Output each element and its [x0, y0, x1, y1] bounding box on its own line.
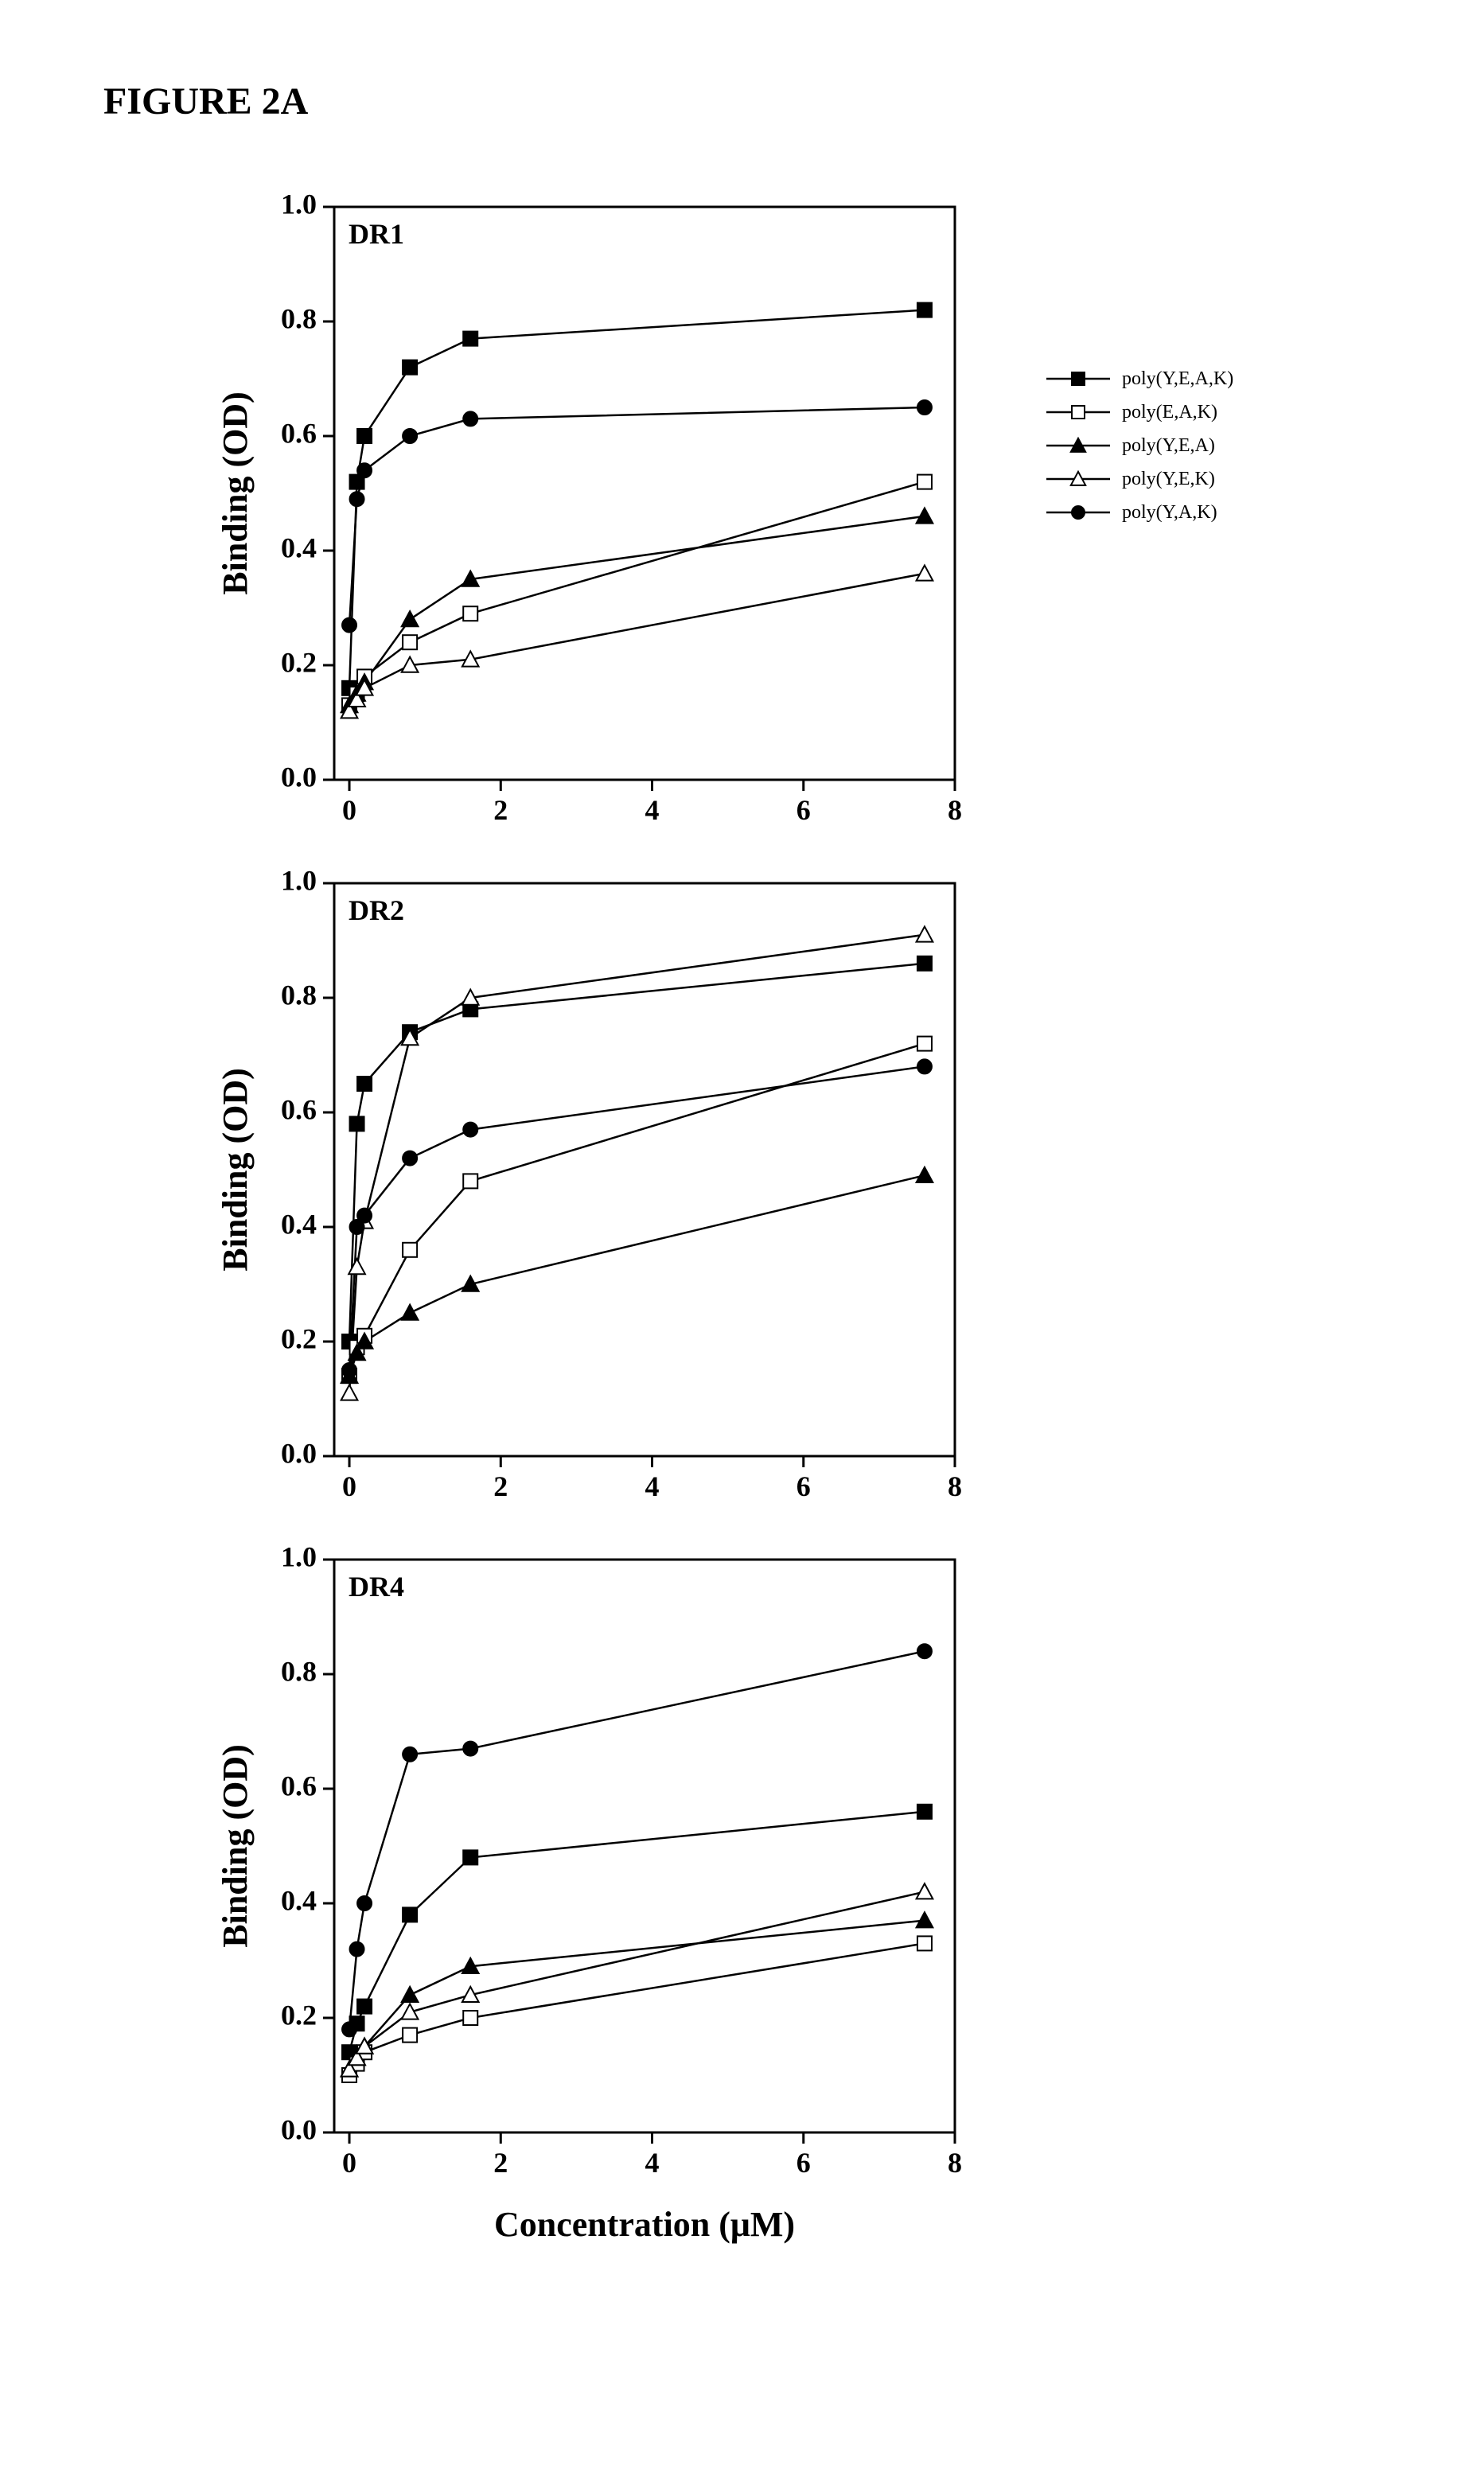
- ytick-label: 0.2: [281, 1999, 317, 2031]
- ytick-label: 0.8: [281, 302, 317, 334]
- panel-title: DR2: [349, 894, 404, 926]
- ytick-label: 0.8: [281, 979, 317, 1011]
- legend: poly(Y,E,A,K) poly(E,A,K) poly(Y,E,A) po…: [1042, 362, 1233, 529]
- series-line-yeak: [349, 310, 925, 688]
- xtick-label: 2: [493, 2147, 508, 2179]
- xtick-label: 2: [493, 1470, 508, 1502]
- series-line-yak: [349, 407, 925, 625]
- ytick-label: 0.4: [281, 1884, 317, 1916]
- series-line-yeak: [349, 1812, 925, 2052]
- series-line-yea: [349, 516, 925, 706]
- xtick-label: 8: [948, 794, 962, 826]
- series-line-eak: [349, 482, 925, 706]
- chart-panel-stack: 0.00.20.40.60.81.002468Binding (OD)DR10.…: [207, 191, 971, 2220]
- legend-item: poly(Y,A,K): [1042, 496, 1233, 529]
- chart-panel-dr1: 0.0 0.2 0.4 0.6 0.8 1.0 0 2 4 6 8 Binding (OD) DR1: [207, 191, 971, 843]
- ytick-label: 0.8: [281, 1655, 317, 1687]
- xtick-label: 4: [645, 1470, 660, 1502]
- xtick-label: 0: [342, 794, 356, 826]
- xtick-label: 8: [948, 1470, 962, 1502]
- ytick-label: 0.2: [281, 1322, 317, 1354]
- yaxis-label: Binding (OD): [216, 391, 255, 595]
- legend-label: poly(Y,E,A,K): [1114, 368, 1233, 390]
- series-line-eak: [349, 1044, 925, 1377]
- ytick-label: 0.0: [281, 2113, 317, 2145]
- legend-marker-icon: [1042, 400, 1114, 424]
- legend-marker-icon: [1042, 367, 1114, 391]
- series-markers: [341, 303, 933, 719]
- yaxis-label: Binding (OD): [216, 1744, 255, 1948]
- series-line-yea: [349, 1175, 925, 1376]
- series-line-eak: [349, 1943, 925, 2075]
- ytick-label: 0.4: [281, 532, 317, 563]
- ytick-label: 0.6: [281, 417, 317, 449]
- series-markers: [341, 1644, 933, 2082]
- xtick-label: 0: [342, 1470, 356, 1502]
- series-markers: [341, 926, 933, 1400]
- legend-marker-icon: [1042, 467, 1114, 491]
- xtick-label: 0: [342, 2147, 356, 2179]
- legend-item: poly(Y,E,A,K): [1042, 362, 1233, 395]
- xtick-label: 6: [797, 794, 811, 826]
- ytick-label: 0.4: [281, 1208, 317, 1240]
- legend-item: poly(Y,E,K): [1042, 462, 1233, 496]
- legend-label: poly(E,A,K): [1114, 402, 1217, 423]
- xaxis-label: Concentration (μM): [485, 2204, 804, 2245]
- series-line-yek: [349, 574, 925, 711]
- chart-panel: 0.0 0.2 0.4 0.6 0.8 1.0 0 2 4 6 8 Binding (OD) DR1: [207, 191, 971, 843]
- axis-box: [334, 1560, 955, 2132]
- ytick-label: 0.0: [281, 761, 317, 793]
- ytick-label: 0.2: [281, 646, 317, 678]
- legend-item: poly(E,A,K): [1042, 395, 1233, 429]
- ytick-label: 1.0: [281, 867, 317, 896]
- ytick-label: 0.0: [281, 1437, 317, 1469]
- axis-box: [334, 207, 955, 780]
- series-line-yek: [349, 1892, 925, 2070]
- xtick-label: 8: [948, 2147, 962, 2179]
- figure-title: FIGURE 2A: [103, 80, 308, 123]
- chart-panel: 0.0 0.2 0.4 0.6 0.8 1.0 0 2 4 6 8 Binding (OD) DR4: [207, 1544, 971, 2196]
- legend-label: poly(Y,E,K): [1114, 469, 1215, 490]
- ytick-label: 1.0: [281, 1544, 317, 1572]
- page-root: FIGURE 2A 0.0 0.2 0.4 0.6 0.8 1.0 0 2 4 6 8 Binding…: [0, 0, 1484, 2477]
- legend-label: poly(Y,A,K): [1114, 502, 1217, 524]
- ytick-label: 0.6: [281, 1770, 317, 1801]
- panel-title: DR4: [349, 1571, 404, 1603]
- series-line-yak: [349, 1066, 925, 1370]
- chart-panel: 0.0 0.2 0.4 0.6 0.8 1.0 0 2 4 6 8 Binding (OD) DR2: [207, 867, 971, 1520]
- series-line-yek: [349, 935, 925, 1393]
- legend-label: poly(Y,E,A): [1114, 435, 1215, 457]
- legend-marker-icon: [1042, 434, 1114, 458]
- legend-marker-icon: [1042, 500, 1114, 524]
- xtick-label: 6: [797, 2147, 811, 2179]
- chart-panel-dr4: 0.0 0.2 0.4 0.6 0.8 1.0 0 2 4 6 8 Binding (OD) DR4: [207, 1544, 971, 2196]
- panel-title: DR1: [349, 218, 404, 250]
- ytick-label: 1.0: [281, 191, 317, 220]
- xtick-label: 4: [645, 794, 660, 826]
- ytick-label: 0.6: [281, 1093, 317, 1125]
- chart-panel-dr2: 0.0 0.2 0.4 0.6 0.8 1.0 0 2 4 6 8 Binding (OD) DR2: [207, 867, 971, 1520]
- series-line-yea: [349, 1921, 925, 2070]
- xtick-label: 4: [645, 2147, 660, 2179]
- xtick-label: 6: [797, 1470, 811, 1502]
- yaxis-label: Binding (OD): [216, 1068, 255, 1272]
- xtick-label: 2: [493, 794, 508, 826]
- legend-item: poly(Y,E,A): [1042, 429, 1233, 462]
